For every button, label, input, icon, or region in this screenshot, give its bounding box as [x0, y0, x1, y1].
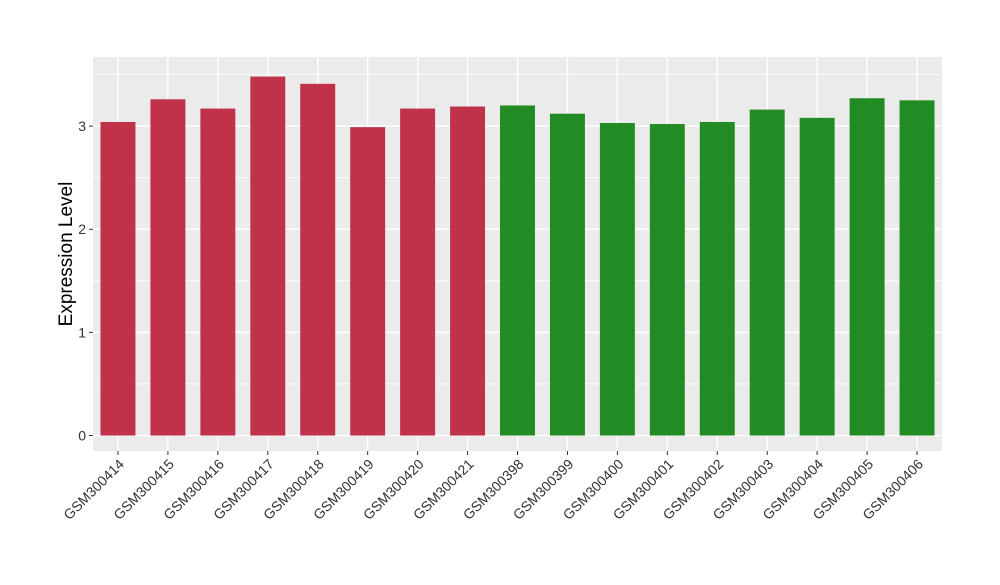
bar-GSM300420 — [400, 108, 436, 436]
bar-GSM300417 — [250, 76, 286, 436]
bar-GSM300406 — [899, 100, 935, 436]
y-tick-label: 0 — [78, 428, 86, 444]
y-tick-label: 1 — [78, 324, 86, 340]
bar-GSM300419 — [350, 127, 386, 436]
bar-GSM300421 — [450, 106, 486, 436]
y-tick-label: 3 — [78, 118, 86, 134]
x-axis: GSM300414GSM300415GSM300416GSM300417GSM3… — [60, 451, 926, 523]
bars — [100, 76, 935, 436]
bar-GSM300405 — [849, 98, 885, 436]
bar-GSM300402 — [699, 121, 735, 436]
bar-GSM300404 — [799, 117, 835, 436]
bar-GSM300401 — [649, 124, 685, 436]
bar-GSM300414 — [100, 121, 136, 436]
bar-GSM300400 — [599, 123, 635, 436]
bar-GSM300416 — [200, 108, 236, 436]
y-axis-label: Expression Level — [56, 182, 77, 327]
bar-GSM300418 — [300, 83, 336, 436]
bar-GSM300398 — [500, 105, 535, 436]
bar-GSM300403 — [749, 109, 785, 436]
y-axis: 0 1 2 3 — [78, 118, 93, 444]
y-tick-label: 2 — [78, 221, 86, 237]
bar-GSM300415 — [150, 99, 186, 436]
bar-GSM300399 — [549, 113, 585, 436]
